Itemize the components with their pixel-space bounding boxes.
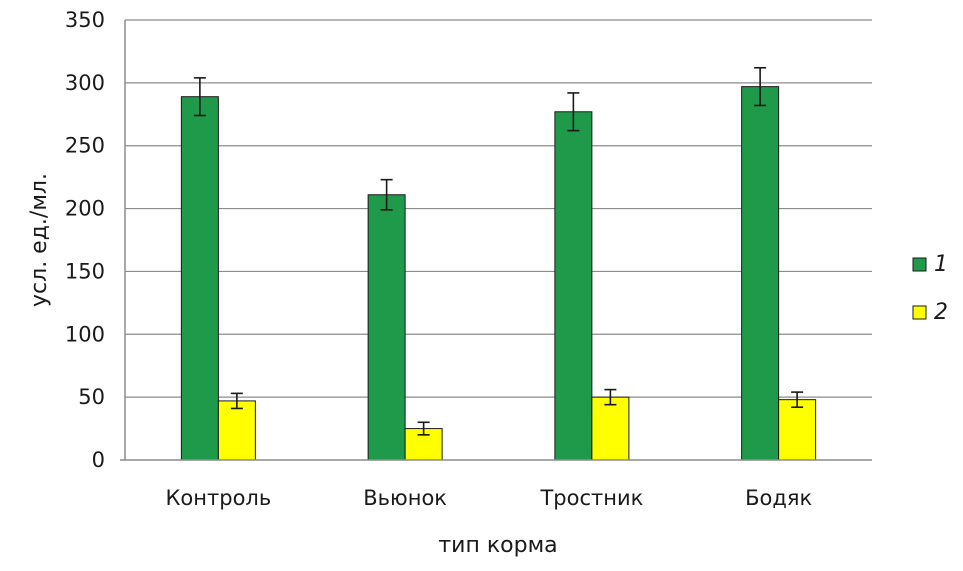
- legend-label: 2: [934, 300, 948, 325]
- bar-series-1-0: [180, 96, 219, 461]
- bar-series-1-2: [554, 111, 593, 461]
- legend-label: 1: [934, 252, 948, 277]
- legend-swatch: [912, 305, 927, 320]
- y-tick-label: 250: [65, 134, 105, 158]
- bar-series-2-3: [778, 399, 817, 461]
- y-tick-label: 300: [65, 71, 105, 95]
- error-bar: [230, 392, 243, 410]
- x-tick-label: Тростник: [539, 486, 643, 510]
- y-tick-labels: 0 50 100 150 200 250 300 350: [65, 8, 105, 472]
- x-tick-labels: Контроль Вьюнок Тростник Бодяк: [166, 486, 813, 510]
- y-axis-title: усл. ед./мл.: [27, 173, 52, 307]
- error-bars: [193, 66, 804, 436]
- error-bar: [380, 178, 393, 211]
- x-axis-title: тип корма: [438, 533, 557, 558]
- bars: [180, 86, 817, 461]
- bar-series-1-1: [367, 194, 406, 461]
- legend-swatch: [912, 257, 927, 272]
- legend: 12: [912, 252, 948, 325]
- error-bar: [791, 391, 804, 409]
- error-bar: [567, 92, 580, 132]
- y-tick-label: 200: [65, 197, 105, 221]
- bar-series-2-0: [217, 400, 256, 461]
- bar-series-2-2: [591, 396, 630, 461]
- grid-lines: [125, 19, 872, 398]
- axes: [120, 20, 872, 461]
- y-tick-label: 100: [65, 322, 105, 346]
- error-bar: [754, 66, 767, 107]
- y-tick-label: 50: [78, 385, 105, 409]
- legend-item-2: 2: [912, 300, 948, 325]
- x-tick-label: Контроль: [166, 486, 272, 510]
- legend-item-1: 1: [912, 252, 948, 277]
- x-tick-label: Вьюнок: [363, 486, 447, 510]
- y-tick-label: 0: [92, 448, 105, 472]
- x-tick-label: Бодяк: [745, 486, 812, 510]
- error-bar: [417, 421, 430, 436]
- error-bar: [193, 77, 206, 117]
- y-tick-label: 350: [65, 8, 105, 32]
- bar-series-1-3: [741, 86, 780, 461]
- error-bar: [604, 388, 617, 406]
- y-tick-label: 150: [65, 259, 105, 283]
